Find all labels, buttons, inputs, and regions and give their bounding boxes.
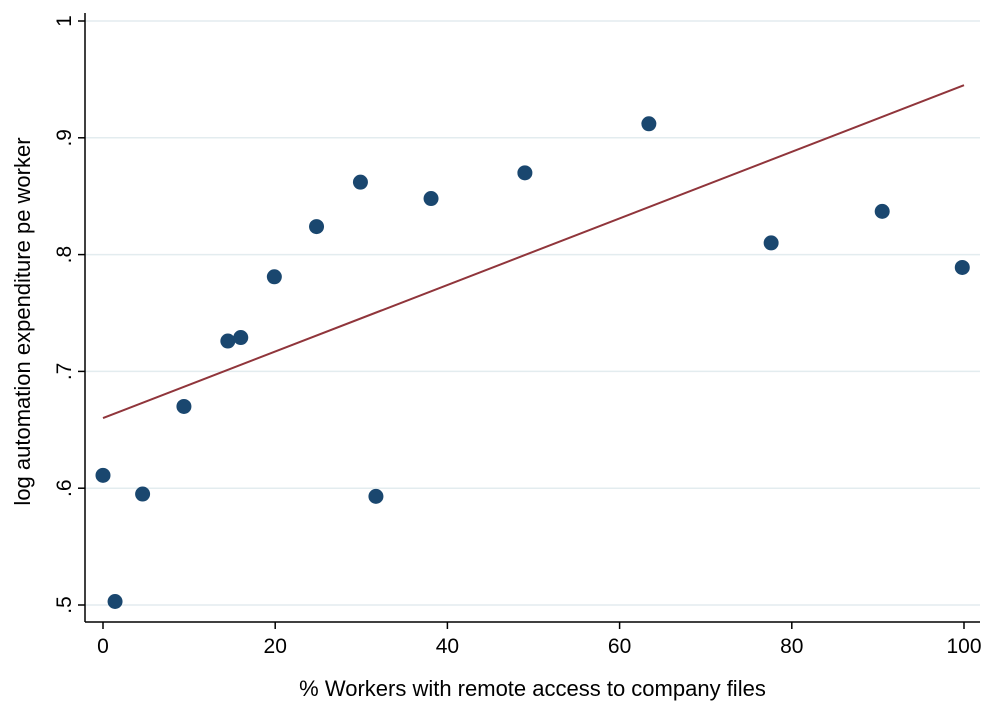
- scatter-point-11: [517, 165, 533, 181]
- scatter-point-6: [266, 269, 282, 285]
- y-tick-label-1: .6: [53, 479, 76, 497]
- scatter-point-4: [220, 333, 236, 349]
- fitted-line: [102, 84, 965, 420]
- scatter-point-8: [352, 174, 368, 190]
- x-tick-label-1: 20: [264, 635, 287, 658]
- y-tick-label-3: .8: [53, 246, 76, 264]
- scatter-point-1: [107, 593, 123, 609]
- scatter-point-7: [309, 219, 325, 235]
- gridlines: [85, 20, 980, 606]
- x-tick-label-0: 0: [97, 635, 109, 658]
- y-tick-label-2: .7: [53, 363, 76, 381]
- y-tick-label-5: 1: [53, 15, 76, 27]
- scatter-point-3: [176, 398, 192, 414]
- axes: .5 .6 .7 .8 .9 1 0 20 40 60 80 100: [53, 13, 982, 658]
- scatter-point-0: [95, 467, 111, 483]
- scatter-point-12: [641, 116, 657, 132]
- scatter-point-9: [368, 488, 384, 504]
- scatter-point-13: [763, 235, 779, 251]
- data-points: [95, 116, 970, 609]
- y-axis-title: log automation expenditure pe worker: [10, 137, 35, 505]
- x-tick-label-5: 100: [946, 635, 981, 658]
- scatter-point-15: [954, 259, 970, 275]
- scatter-point-2: [135, 486, 151, 502]
- x-tick-label-2: 40: [436, 635, 459, 658]
- y-tick-label-4: .9: [53, 129, 76, 147]
- fit-line-layer: [102, 84, 965, 420]
- x-axis-title: % Workers with remote access to company …: [299, 676, 766, 701]
- x-tick-label-3: 60: [608, 635, 631, 658]
- x-tick-label-4: 80: [780, 635, 803, 658]
- scatter-point-5: [233, 330, 249, 346]
- scatter-point-14: [874, 203, 890, 219]
- y-tick-label-0: .5: [53, 596, 76, 614]
- scatter-point-10: [423, 191, 439, 207]
